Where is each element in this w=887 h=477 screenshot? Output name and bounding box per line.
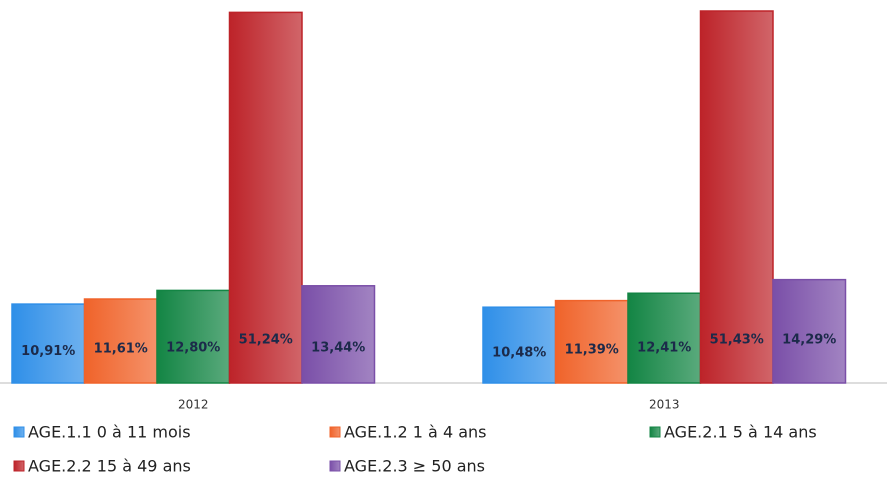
x-tick-label: 2013 bbox=[649, 398, 680, 412]
legend-swatch bbox=[649, 426, 661, 438]
bar bbox=[228, 11, 303, 384]
legend-label: AGE.1.2 1 à 4 ans bbox=[344, 423, 487, 442]
bar bbox=[699, 10, 774, 384]
data-label: 51,24% bbox=[239, 333, 293, 348]
bar bbox=[83, 298, 158, 384]
legend-label: AGE.2.3 ≥ 50 ans bbox=[344, 457, 485, 476]
bar bbox=[627, 292, 702, 384]
legend-swatch bbox=[13, 426, 25, 438]
legend-label: AGE.2.2 15 à 49 ans bbox=[28, 457, 191, 476]
data-label: 11,61% bbox=[94, 342, 148, 357]
bar bbox=[301, 285, 376, 384]
legend-swatch bbox=[13, 460, 25, 472]
legend-label: AGE.2.1 5 à 14 ans bbox=[664, 423, 817, 442]
legend-label: AGE.1.1 0 à 11 mois bbox=[28, 423, 191, 442]
bar bbox=[156, 289, 231, 384]
bar bbox=[772, 278, 847, 384]
legend-swatch bbox=[329, 426, 341, 438]
data-label: 11,39% bbox=[565, 342, 619, 357]
data-label: 14,29% bbox=[782, 333, 836, 348]
data-label: 10,48% bbox=[492, 346, 546, 361]
legend-swatch bbox=[329, 460, 341, 472]
data-label: 12,80% bbox=[166, 341, 220, 356]
data-label: 12,41% bbox=[637, 341, 691, 356]
data-label: 13,44% bbox=[311, 341, 365, 356]
bar bbox=[482, 306, 557, 384]
data-label: 10,91% bbox=[21, 344, 75, 359]
data-label: 51,43% bbox=[710, 333, 764, 348]
x-tick-label: 2012 bbox=[178, 398, 209, 412]
